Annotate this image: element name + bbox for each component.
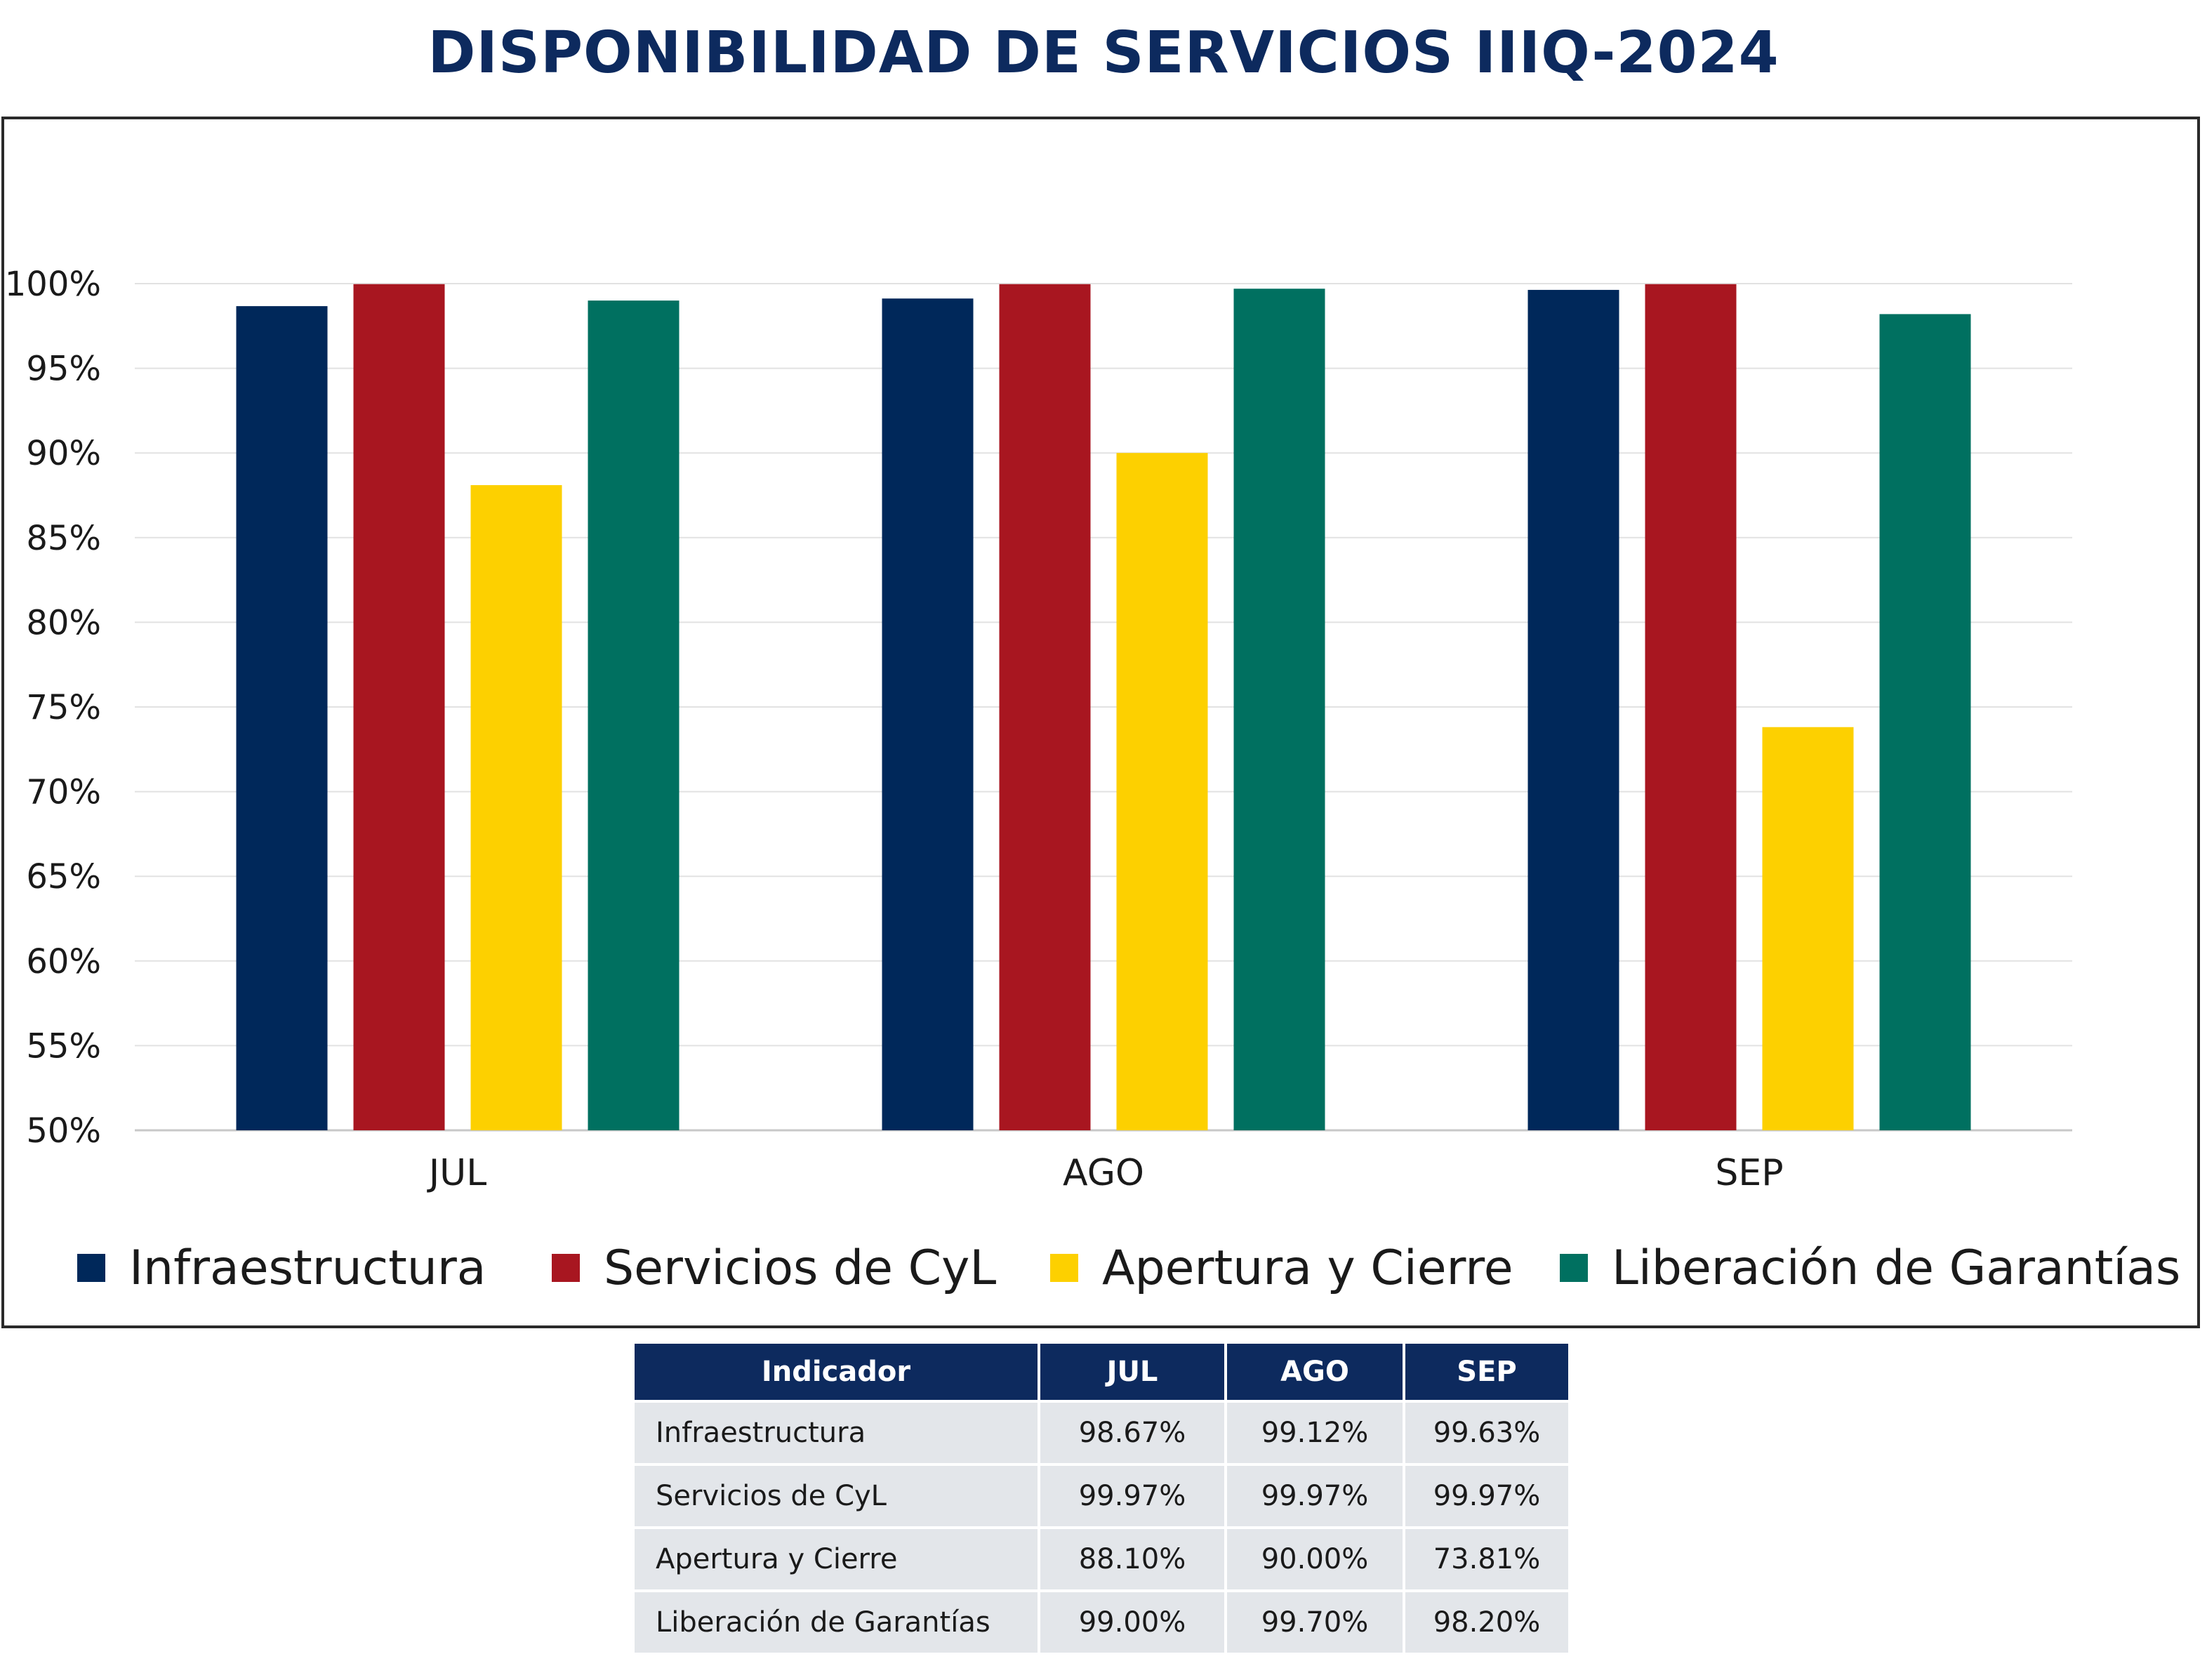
- table-cell-value: 99.12%: [1227, 1403, 1403, 1463]
- table-header-ago: AGO: [1227, 1344, 1403, 1400]
- table-row: Infraestructura 98.67% 99.12% 99.63%: [635, 1403, 1568, 1463]
- bar-sep-4: [1879, 314, 1971, 1130]
- legend-swatch-servicios: [552, 1254, 580, 1282]
- table-header-row: Indicador JUL AGO SEP: [635, 1344, 1568, 1400]
- data-table: Indicador JUL AGO SEP Infraestructura 98…: [632, 1341, 1571, 1655]
- y-tick-label: 90%: [26, 434, 101, 473]
- legend-swatch-apertura: [1050, 1254, 1078, 1282]
- x-tick-label: AGO: [1063, 1152, 1144, 1194]
- table-cell-value: 99.97%: [1227, 1466, 1403, 1526]
- x-tick-label: SEP: [1715, 1152, 1783, 1194]
- y-tick-label: 50%: [26, 1111, 101, 1151]
- bar-ago-3: [1116, 453, 1208, 1130]
- legend-item-servicios: Servicios de CyL: [552, 1233, 996, 1303]
- chart-legend: Infraestructura Servicios de CyL Apertur…: [4, 1233, 2197, 1303]
- y-tick-label: 55%: [26, 1026, 101, 1066]
- table-row: Apertura y Cierre 88.10% 90.00% 73.81%: [635, 1529, 1568, 1589]
- legend-label-liberacion: Liberación de Garantías: [1612, 1240, 2181, 1296]
- legend-label-infraestructura: Infraestructura: [129, 1240, 486, 1296]
- y-tick-label: 95%: [26, 350, 101, 389]
- legend-item-infraestructura: Infraestructura: [77, 1233, 486, 1303]
- table-header-sep: SEP: [1405, 1344, 1568, 1400]
- table-cell-indicator: Servicios de CyL: [635, 1466, 1038, 1526]
- table-cell-value: 73.81%: [1405, 1529, 1568, 1589]
- legend-item-apertura: Apertura y Cierre: [1050, 1233, 1513, 1303]
- y-tick-label: 75%: [26, 688, 101, 727]
- table-cell-value: 88.10%: [1040, 1529, 1224, 1589]
- table-cell-value: 98.20%: [1405, 1592, 1568, 1653]
- y-tick-label: 100%: [5, 265, 101, 304]
- legend-label-servicios: Servicios de CyL: [604, 1240, 997, 1296]
- bar-sep-2: [1645, 284, 1737, 1130]
- bar-ago-1: [882, 298, 974, 1130]
- table-cell-value: 98.67%: [1040, 1403, 1224, 1463]
- table-cell-value: 99.70%: [1227, 1592, 1403, 1653]
- table-cell-indicator: Infraestructura: [635, 1403, 1038, 1463]
- table-cell-indicator: Apertura y Cierre: [635, 1529, 1038, 1589]
- bar-jul-2: [353, 284, 445, 1130]
- table-row: Servicios de CyL 99.97% 99.97% 99.97%: [635, 1466, 1568, 1526]
- y-tick-label: 85%: [26, 519, 101, 558]
- bar-sep-3: [1762, 727, 1854, 1130]
- legend-swatch-infraestructura: [77, 1254, 105, 1282]
- table-cell-value: 99.00%: [1040, 1592, 1224, 1653]
- table-header-indicador: Indicador: [635, 1344, 1038, 1400]
- bar-chart: 50% 55% 60% 65% 70% 75% 80% 85% 90% 95% 100% JUL AGO…: [5, 265, 2072, 1194]
- bar-jul-4: [588, 300, 680, 1130]
- legend-swatch-liberacion: [1560, 1254, 1588, 1282]
- table-cell-indicator: Liberación de Garantías: [635, 1592, 1038, 1653]
- bar-sep-1: [1527, 289, 1619, 1131]
- table-cell-value: 99.97%: [1405, 1466, 1568, 1526]
- bar-ago-2: [999, 284, 1091, 1130]
- y-tick-label: 60%: [26, 942, 101, 981]
- bar-jul-1: [236, 306, 328, 1130]
- x-tick-label: JUL: [427, 1152, 486, 1194]
- chart-frame: 50% 55% 60% 65% 70% 75% 80% 85% 90% 95% 100% JUL AGO…: [1, 117, 2200, 1328]
- table-row: Liberación de Garantías 99.00% 99.70% 98…: [635, 1592, 1568, 1653]
- table-cell-value: 90.00%: [1227, 1529, 1403, 1589]
- table-cell-value: 99.97%: [1040, 1466, 1224, 1526]
- y-tick-label: 65%: [26, 857, 101, 897]
- bar-jul-3: [470, 485, 562, 1130]
- legend-item-liberacion: Liberación de Garantías: [1560, 1233, 2180, 1303]
- y-tick-label: 70%: [26, 773, 101, 812]
- table-header-jul: JUL: [1040, 1344, 1224, 1400]
- legend-label-apertura: Apertura y Cierre: [1102, 1240, 1513, 1296]
- table-cell-value: 99.63%: [1405, 1403, 1568, 1463]
- bar-ago-4: [1233, 289, 1325, 1131]
- y-tick-label: 80%: [26, 603, 101, 642]
- chart-title: DISPONIBILIDAD DE SERVICIOS IIIQ-2024: [428, 20, 1779, 86]
